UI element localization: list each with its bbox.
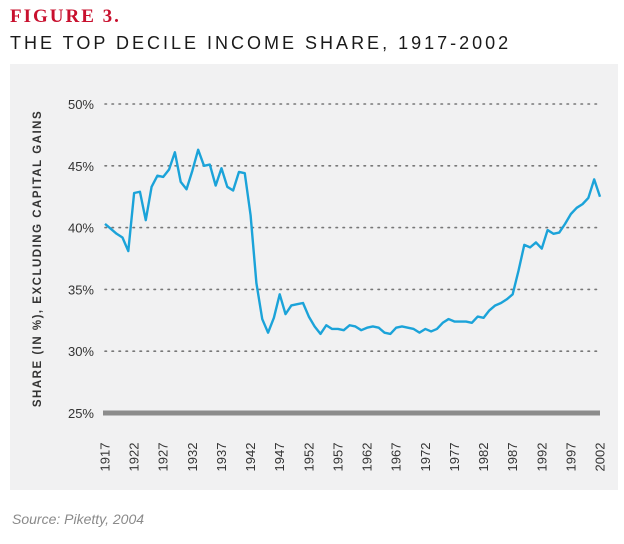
x-tick-label: 1942 — [243, 443, 258, 472]
y-axis-label: SHARE (IN %), EXCLUDING CAPITAL GAINS — [32, 110, 44, 407]
x-tick-label: 1957 — [330, 443, 345, 472]
y-tick-label: 45% — [68, 159, 94, 174]
series-line — [104, 148, 602, 336]
y-tick-label: 30% — [68, 344, 94, 359]
figure-title: THE TOP DECILE INCOME SHARE, 1917-2002 — [10, 33, 512, 53]
y-tick-labels: 50% 45% 40% 35% 30% 25% — [68, 97, 94, 421]
y-tick-label: 50% — [68, 97, 94, 112]
x-tick-label: 1932 — [185, 443, 200, 472]
x-tick-label: 1997 — [563, 443, 578, 472]
x-tick-label: 1962 — [360, 443, 375, 472]
x-tick-labels: 1917 1922 1927 1932 1937 1942 1947 1952 1957 1962… — [98, 443, 608, 472]
y-grid — [104, 103, 601, 353]
x-tick-label: 1977 — [447, 443, 462, 472]
x-tick-label: 1927 — [156, 443, 171, 472]
figure-label: FIGURE 3. — [10, 6, 121, 27]
x-tick-label: 1972 — [418, 443, 433, 472]
y-tick-label: 40% — [68, 221, 94, 236]
x-tick-label: 1917 — [98, 443, 113, 472]
x-tick-label: 1947 — [272, 443, 287, 472]
x-tick-label: 1922 — [127, 443, 142, 472]
chart-panel: 50% 45% 40% 35% 30% 25% 1917 1922 1927 1932 1937 1… — [10, 64, 618, 490]
x-tick-label: 1987 — [505, 443, 520, 472]
x-tick-label: 1967 — [389, 443, 404, 472]
x-tick-label: 1992 — [534, 443, 549, 472]
x-tick-label: 1952 — [301, 443, 316, 472]
y-tick-label: 25% — [68, 406, 94, 421]
x-tick-label: 1937 — [214, 443, 229, 472]
source-note: Source: Piketty, 2004 — [12, 511, 145, 527]
chart-svg: 50%45%40%35%30%25% 1917 1922 1927 1932 1937 1… — [32, 97, 608, 472]
x-tick-label: 2002 — [593, 443, 608, 472]
y-tick-label: 35% — [68, 282, 94, 297]
x-tick-label: 1982 — [476, 443, 491, 472]
